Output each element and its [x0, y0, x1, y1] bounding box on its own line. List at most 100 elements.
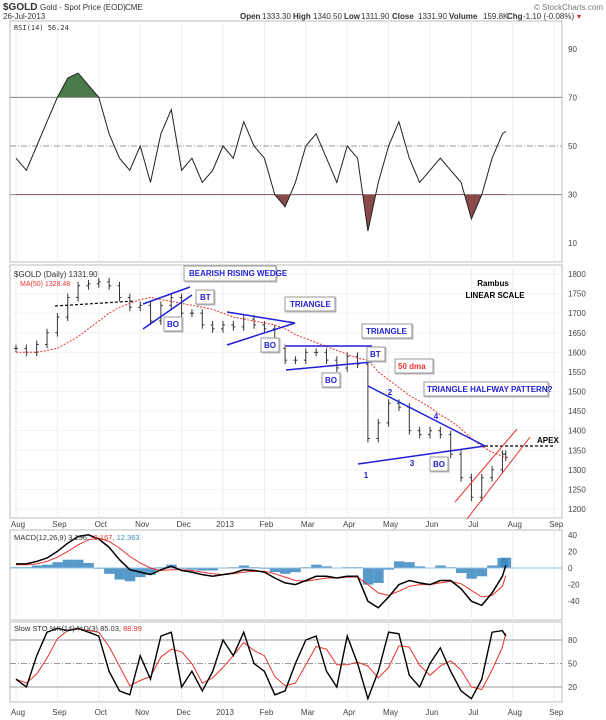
price-bar [221, 321, 225, 333]
x-tick-label: Nov [135, 708, 149, 717]
x-tick-label: Dec [176, 708, 190, 717]
x-tick-label: Oct [95, 520, 108, 529]
price-tick-label: 1250 [568, 485, 586, 494]
rsi-overbought-fill [57, 73, 99, 97]
x-tick-label: Sep [52, 708, 67, 717]
macd-histogram-bar [456, 568, 467, 573]
x-tick-label: Jun [426, 708, 439, 717]
price-bar [210, 321, 215, 333]
sto-legend-value: Slow STO %K(14) %D(3) 85.03, [14, 624, 121, 633]
channel-upper-line [454, 428, 518, 503]
price-bar [479, 473, 484, 502]
macd-histogram-bar [500, 557, 512, 568]
wedge-lower-line [142, 294, 193, 330]
price-bar [148, 301, 153, 325]
x-tick-label: Apr [343, 708, 356, 717]
price-bar [262, 321, 267, 333]
macd-histogram-bar [280, 568, 291, 574]
annotations: BEARISH RISING WEDGE BT BO TRIANGLE BO T… [54, 265, 559, 520]
quote-summary: Open 1333.30 High 1340.50 Low 1311.90 Cl… [240, 12, 581, 21]
macd-histogram-bar [404, 562, 415, 568]
price-bar [365, 360, 370, 443]
bt2-label: BT [370, 350, 381, 359]
x-tick-label: May [383, 708, 398, 717]
price-bar [334, 356, 339, 372]
price-bar [448, 430, 453, 459]
sto-panel [9, 621, 563, 703]
price-bar [138, 301, 143, 312]
channel-lower-line [466, 436, 531, 520]
x-tick-label: Jul [468, 520, 478, 529]
ma-legend: MA(50) 1328.48 [20, 281, 70, 288]
price-tick-label: 1700 [568, 309, 586, 318]
triangle2-lower-line [285, 361, 373, 371]
macd-hist-legend: 12.363 [117, 533, 140, 542]
price-tick-label: 1400 [568, 427, 586, 436]
chg-value: -1.10 (-0.08%) [523, 12, 574, 21]
macd-histogram-bar [238, 565, 250, 568]
x-tick-label: Nov [135, 520, 149, 529]
x-tick-label: Mar [301, 708, 315, 717]
scale-label: LINEAR SCALE [465, 291, 525, 300]
rsi-line [15, 72, 507, 232]
macd-histogram-bar [383, 568, 394, 570]
price-bar [376, 418, 381, 443]
macd-tick-label: -20 [568, 581, 580, 590]
rsi-legend: RSI(14) 56.24 [14, 24, 69, 32]
price-bar [490, 465, 495, 482]
price-bar [345, 352, 350, 372]
price-tick-label: 1350 [568, 446, 586, 455]
macd-histogram-bar [52, 562, 63, 568]
rsi-tick-label: 30 [568, 191, 577, 200]
open-label: Open [240, 12, 261, 21]
price-bar [127, 293, 132, 312]
sto-d-line [15, 628, 507, 691]
volume-value: 159.8K [483, 12, 509, 21]
price-bar [303, 348, 308, 365]
price-bar [417, 426, 422, 439]
x-tick-label: Feb [260, 520, 274, 529]
x-tick-label: Dec [176, 520, 190, 529]
macd-tick-label: 20 [568, 547, 577, 556]
price-bar [428, 426, 432, 439]
x-tick-label: Sep [52, 520, 67, 529]
price-bar [469, 473, 474, 502]
macd-histogram-bar [42, 564, 53, 568]
price-bar [386, 399, 391, 427]
x-tick-label: 2013 [216, 520, 234, 529]
macd-histogram-bar [62, 559, 74, 568]
macd-histogram-bar [145, 568, 156, 575]
wedge-upper-line [142, 286, 191, 305]
x-tick-label: Jun [426, 520, 439, 529]
price-bar [45, 328, 50, 349]
x-tick-label: Jul [468, 708, 478, 717]
macd-tick-label: 0 [568, 564, 573, 573]
x-tick-label: Oct [95, 708, 108, 717]
price-bar [314, 348, 319, 357]
macd-histogram-bar [362, 568, 374, 585]
x-tick-label: Sep [549, 708, 564, 717]
price-bar [252, 315, 257, 329]
macd-tick-label: -40 [568, 597, 580, 606]
macd-histogram-bar [207, 568, 219, 571]
price-bar [24, 344, 29, 357]
macd-histogram-bar [466, 568, 477, 579]
triangle1-upper-line [226, 311, 296, 324]
macd-histogram-bar [311, 564, 322, 568]
bo4-label: BO [433, 460, 445, 469]
bt1-label: BT [200, 293, 211, 302]
price-tick-label: 1200 [568, 505, 586, 514]
down-arrow-icon: ▾ [577, 12, 581, 21]
ma50-line [16, 296, 507, 460]
point-4-label: 4 [434, 412, 439, 421]
macd-legend: MACD(12,26,9) 3.196, -9.167, 12.363 [14, 533, 140, 542]
macd-histogram-bar [197, 568, 208, 571]
close-label: Close [392, 12, 414, 21]
sto-tick-label: 50 [568, 660, 577, 669]
price-bar [459, 450, 464, 482]
price-tick-label: 1750 [568, 290, 586, 299]
exchange: CME [125, 3, 143, 12]
price-tick-label: 1450 [568, 407, 586, 416]
x-tick-label: Apr [343, 520, 356, 529]
